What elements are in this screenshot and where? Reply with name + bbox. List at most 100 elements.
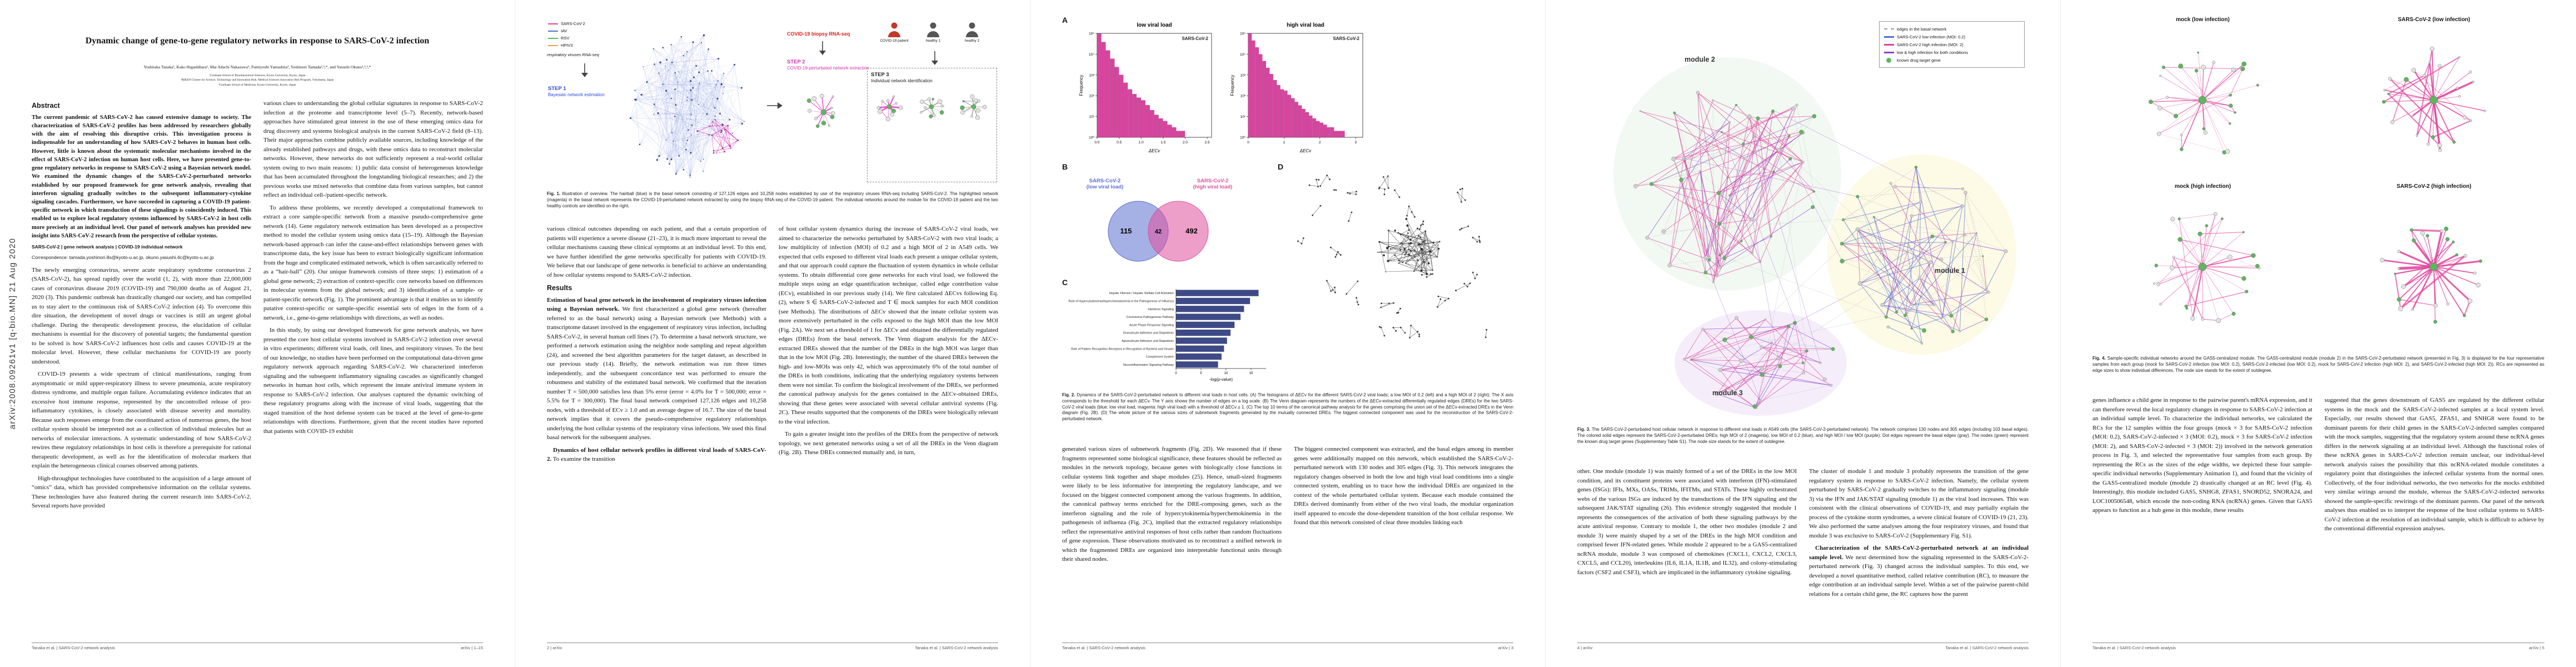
step3-subtitle: Individual network identification bbox=[871, 78, 933, 83]
page2-columns: various clinical outcomes depending on e… bbox=[547, 225, 998, 626]
fig1-step2-label: STEP 2 COVID-19-perturbated network extr… bbox=[787, 59, 876, 71]
arrow-down-icon bbox=[581, 63, 588, 77]
page-2: SARS-CoV-2 IAV RSV HPIV3 respiratory vir… bbox=[515, 0, 1030, 667]
caption-text: Dynamics of the SARS-CoV-2-perturbated n… bbox=[1062, 392, 1513, 422]
paper-title: Dynamic change of gene-to-gene regulator… bbox=[85, 36, 430, 46]
fig1-healthy2-label: healthy 2 bbox=[964, 39, 980, 43]
legend-item: SARS-CoV-2 low infection (MOI: 0.2) bbox=[1884, 33, 2020, 41]
svg-text:115: 115 bbox=[1120, 227, 1132, 235]
venn-diagram: 115 42 492 SARS-CoV-2 (low viral load) SARS-C… bbox=[1067, 166, 1250, 274]
module-3-label: module 3 bbox=[1712, 389, 1743, 397]
correspondence-line[interactable]: Correspondence: tamada.yoshinori.8s@kyot… bbox=[32, 254, 214, 260]
footer-left: Tanaka et al. | SARS-CoV-2 network analy… bbox=[32, 645, 115, 650]
fig4-panel-cov-low: SARS-CoV-2 (low infection) bbox=[2324, 17, 2544, 178]
legend-swatch bbox=[548, 30, 558, 32]
subsection-heading: Estimation of basal gene network in the … bbox=[547, 296, 766, 313]
svg-text:1.5: 1.5 bbox=[1160, 141, 1165, 145]
svg-text:low viral load: low viral load bbox=[1137, 22, 1172, 28]
body-paragraph: High-throughput technologies have contri… bbox=[32, 475, 251, 510]
individual-network-healthy2 bbox=[960, 94, 987, 120]
svg-text:Acute Phase Response Signaling: Acute Phase Response Signaling bbox=[1129, 323, 1174, 327]
svg-text:high viral load: high viral load bbox=[1287, 22, 1324, 28]
step2-title: STEP 2 bbox=[787, 59, 805, 65]
body-paragraph: various clues to understanding the globa… bbox=[263, 100, 483, 198]
svg-text:Hepatic Fibrosis / Hepatic Ste: Hepatic Fibrosis / Hepatic Stellate Cell… bbox=[1109, 292, 1174, 295]
step1-subtitle: Bayesian network estimation bbox=[548, 92, 605, 97]
keywords-line: SARS-CoV-2 | gene network analysis | COV… bbox=[32, 244, 183, 250]
individual-network-mock-high bbox=[2153, 212, 2261, 323]
fig1-dataset-label: respiratory viruses RNA-seq bbox=[547, 52, 599, 57]
author-line: Yoshitaka Tanaka¹, Kako Higashihara¹, Ma… bbox=[143, 64, 371, 69]
svg-text:Coronavirus Pathogenesis Pathw: Coronavirus Pathogenesis Pathway bbox=[1127, 316, 1174, 319]
svg-text:10¹: 10¹ bbox=[1089, 115, 1095, 119]
body-text: To examine the transition bbox=[552, 456, 615, 463]
legend-item: edges in the basal network bbox=[1884, 25, 2020, 33]
page-5: mock (low infection) SARS-CoV-2 (low inf… bbox=[2061, 0, 2576, 667]
svg-text:Interferon Signaling: Interferon Signaling bbox=[1148, 308, 1174, 311]
legend-item: SARS-CoV-2 high infection (MOI: 2) bbox=[1884, 41, 2020, 48]
footer-right: arXiv | 5 bbox=[2529, 645, 2544, 650]
svg-text:0.0: 0.0 bbox=[1094, 141, 1099, 145]
legend-label: edges in the basal network bbox=[1897, 26, 1947, 32]
svg-text:ΔECv: ΔECv bbox=[1148, 148, 1160, 153]
legend-label: SARS-CoV-2 high infection (MOI: 2) bbox=[1897, 42, 1964, 47]
legend-label: SARS-CoV-2 low infection (MOI: 0.2) bbox=[1897, 34, 1965, 39]
affiliation-2: ²RIKEN Cluster for Science, Technology a… bbox=[181, 78, 334, 82]
caption-label: Fig. 4. bbox=[2092, 356, 2106, 361]
svg-text:SARS-CoV-2: SARS-CoV-2 bbox=[1333, 36, 1359, 41]
legend-item: known drug target gene bbox=[1884, 56, 2020, 64]
body-paragraph: The cluster of module 1 and module 3 pro… bbox=[1809, 468, 2029, 539]
footer-right: arXiv | 1–15 bbox=[461, 645, 483, 650]
svg-text:3: 3 bbox=[1354, 141, 1357, 145]
panel-a-label: A bbox=[1062, 16, 1068, 24]
footer-left: Tanaka et al. | SARS-CoV-2 network analy… bbox=[1062, 645, 1145, 650]
affiliation-3: ³Graduate School of Medicine, Kyoto Univ… bbox=[218, 83, 296, 87]
legend-swatch bbox=[548, 23, 558, 24]
body-paragraph: The biggest connected component was extr… bbox=[1294, 446, 1513, 526]
svg-text:10¹: 10¹ bbox=[1240, 115, 1246, 119]
subsection-heading: Characterization of the SARS-CoV-2-pertu… bbox=[1809, 545, 2029, 561]
page-4: edges in the basal network SARS-CoV-2 lo… bbox=[1546, 0, 2061, 667]
legend-label: known drug target gene bbox=[1897, 57, 1941, 63]
svg-text:-log(p-value): -log(p-value) bbox=[1209, 377, 1233, 382]
legend-label: RSV bbox=[561, 36, 570, 41]
legend-item: low & high infection for both conditions bbox=[1884, 48, 2020, 56]
results-heading: Results bbox=[547, 284, 572, 292]
page3-column-left: generated various sizes of subnetwork fr… bbox=[1062, 445, 1282, 626]
svg-text:10²: 10² bbox=[1240, 94, 1246, 98]
svg-text:10⁵: 10⁵ bbox=[1240, 32, 1245, 36]
individual-network-mock-low bbox=[2149, 51, 2259, 155]
perturbated-network-figure bbox=[1613, 57, 2016, 416]
svg-text:10⁵: 10⁵ bbox=[1089, 32, 1094, 36]
page4-column-left: other. One module (module 1) was mainly … bbox=[1577, 467, 1797, 626]
subsection-heading: Dynamics of host cellular network profil… bbox=[547, 446, 766, 463]
individual-network-patient bbox=[876, 95, 903, 122]
svg-text:5: 5 bbox=[1200, 372, 1202, 375]
body-paragraph: COVID-19 presents a wide spectrum of cli… bbox=[32, 371, 251, 470]
fig1-biopsy-label: COVID-19 biopsy RNA-seq bbox=[787, 31, 850, 37]
arrow-right-icon bbox=[767, 102, 783, 109]
footer-right: Tanaka et al. | SARS-CoV-2 network analy… bbox=[915, 645, 998, 650]
fig3-legend: edges in the basal network SARS-CoV-2 lo… bbox=[1879, 21, 2025, 68]
svg-text:2.0: 2.0 bbox=[1183, 141, 1188, 145]
legend-item: RSV bbox=[548, 34, 585, 42]
svg-text:0.5: 0.5 bbox=[1117, 141, 1122, 145]
body-paragraph: In this study, by using our developed fr… bbox=[263, 327, 483, 435]
body-paragraph: To address these problems, we recently d… bbox=[263, 204, 483, 321]
footer-left: Tanaka et al. | SARS-CoV-2 network analy… bbox=[2092, 645, 2176, 650]
page2-column-right: of host cellular system dynamics during … bbox=[779, 225, 998, 626]
person-icon bbox=[966, 22, 978, 37]
legend-label: IAV bbox=[561, 28, 567, 33]
page-footer: 4 | arXiv Tanaka et al. | SARS-CoV-2 net… bbox=[1577, 643, 2029, 650]
arxiv-watermark: arXiv:2008.09261v1 [q-bio.MN] 21 Aug 202… bbox=[8, 237, 17, 430]
svg-text:15: 15 bbox=[1249, 372, 1253, 375]
caption-text: The SARS-CoV-2-perturbated host cellular… bbox=[1577, 427, 2029, 444]
histogram-low-viral-load: low viral load 10⁰ 10¹ 10² 10³ 10⁴ 10⁵ 0.0 0.5 1.… bbox=[1077, 19, 1216, 158]
body-paragraph: To gain a greater insight into the profi… bbox=[779, 431, 998, 456]
fig4-panel-cov-high: SARS-CoV-2 (high infection) bbox=[2324, 183, 2544, 345]
svg-text:1.0: 1.0 bbox=[1139, 141, 1144, 145]
page-footer: Tanaka et al. | SARS-CoV-2 network analy… bbox=[32, 643, 483, 650]
fig4-panel-mock-low: mock (low infection) bbox=[2092, 17, 2313, 178]
arrow-down-icon bbox=[931, 51, 938, 65]
